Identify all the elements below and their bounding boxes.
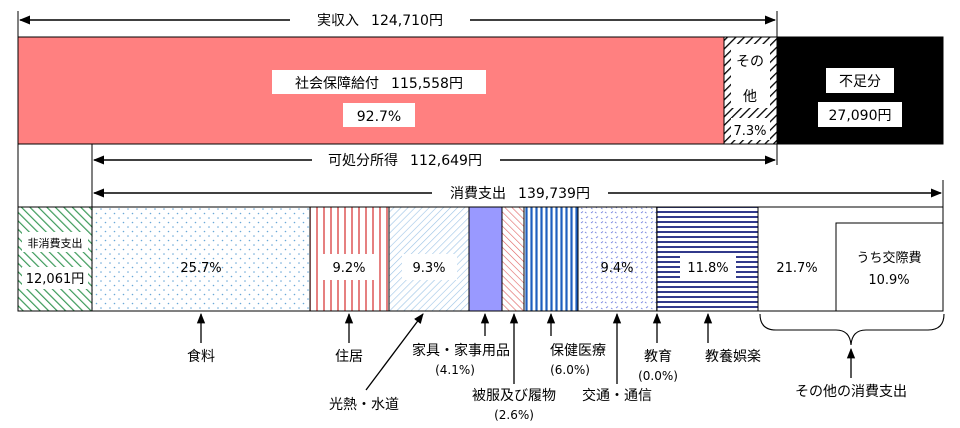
deficit-label: 不足分 xyxy=(839,74,881,90)
consumption-arrow: 消費支出 139,739円 xyxy=(92,180,944,207)
consumption-amount: 139,739円 xyxy=(518,186,590,202)
non-consumption-amount-box xyxy=(22,267,88,289)
other-income-pct-box xyxy=(731,118,770,140)
clothing-segment xyxy=(501,206,525,312)
furniture-pct: (4.1%) xyxy=(435,363,475,377)
consumption-label: 消費支出 xyxy=(450,186,506,202)
transport-segment xyxy=(577,206,658,312)
social-expense-label: うち交際費 xyxy=(856,250,921,266)
food-label: 食料 xyxy=(187,348,215,365)
recreation-label: 教養娯楽 xyxy=(705,348,761,365)
other-income-label-1: その xyxy=(736,54,764,70)
social-security-pct-box xyxy=(343,103,415,127)
recreation-pct: 11.8% xyxy=(687,261,728,276)
housing-pct-box xyxy=(322,254,377,280)
income-label: 実収入 xyxy=(317,13,359,29)
social-security-pct: 92.7% xyxy=(357,109,401,125)
food-segment xyxy=(91,206,311,312)
utilities-label: 光熱・水道 xyxy=(329,397,399,413)
income-bar: 社会保障給付 115,558円 92.7% その 他 7.3% 不足分 27,09… xyxy=(17,36,944,145)
education-label: 教育 xyxy=(644,349,672,365)
utilities-pct-box xyxy=(402,254,457,280)
deficit-amount-box xyxy=(818,102,902,127)
deficit-label-box xyxy=(826,68,894,93)
health-segment xyxy=(523,206,579,312)
clothing-label: 被服及び履物 xyxy=(472,388,556,404)
bottom-labels: 食料 住居 光熱・水道 家具・家事用品 (4.1%) 被服及び履物 (2.6%)… xyxy=(187,312,945,422)
clothing-pct: (2.6%) xyxy=(494,408,534,422)
furniture-label: 家具・家事用品 xyxy=(412,342,510,359)
social-security-label-box xyxy=(272,70,486,94)
transport-pct: 9.4% xyxy=(600,261,633,276)
expenditure-bar: 非消費支出 12,061円 25.7% 9.2% 9.3% 9.4% 11.8%… xyxy=(17,206,944,312)
education-pct: (0.0%) xyxy=(638,369,678,383)
housing-label: 住居 xyxy=(335,349,363,365)
other-income-label-2: 他 xyxy=(743,89,757,105)
non-consumption-amount: 12,061円 xyxy=(26,272,85,287)
other-consumption-label: その他の消費支出 xyxy=(795,384,907,400)
transport-label: 交通・通信 xyxy=(582,387,652,404)
disposable-label: 可処分所得 xyxy=(328,152,398,169)
social-expense-box xyxy=(835,222,944,312)
other-income-label-box xyxy=(731,44,770,108)
disposable-arrow: 可処分所得 112,649円 xyxy=(17,144,778,207)
non-consumption-label: 非消費支出 xyxy=(28,236,83,250)
health-pct: (6.0%) xyxy=(550,363,590,377)
utilities-pct: 9.3% xyxy=(412,261,445,276)
health-label: 保健医療 xyxy=(550,342,606,359)
social-security-amount: 115,558円 xyxy=(391,76,463,92)
income-arrow: 実収入 124,710円 xyxy=(17,11,778,37)
deficit-amount: 27,090円 xyxy=(829,108,892,124)
housing-pct: 9.2% xyxy=(332,261,365,276)
social-expense-pct: 10.9% xyxy=(868,273,909,288)
other-income-pct: 7.3% xyxy=(733,124,766,139)
social-security-label: 社会保障給付 xyxy=(295,76,379,92)
other-consumption-pct: 21.7% xyxy=(776,261,817,276)
recreation-pct-box xyxy=(680,254,736,280)
other-consumption-brace xyxy=(759,313,945,346)
furniture-segment xyxy=(468,206,503,312)
disposable-amount: 112,649円 xyxy=(410,153,482,169)
non-consumption-label-box xyxy=(22,232,88,252)
income-amount: 124,710円 xyxy=(371,13,443,29)
food-pct: 25.7% xyxy=(180,261,221,276)
non-consumption-segment xyxy=(17,206,93,312)
